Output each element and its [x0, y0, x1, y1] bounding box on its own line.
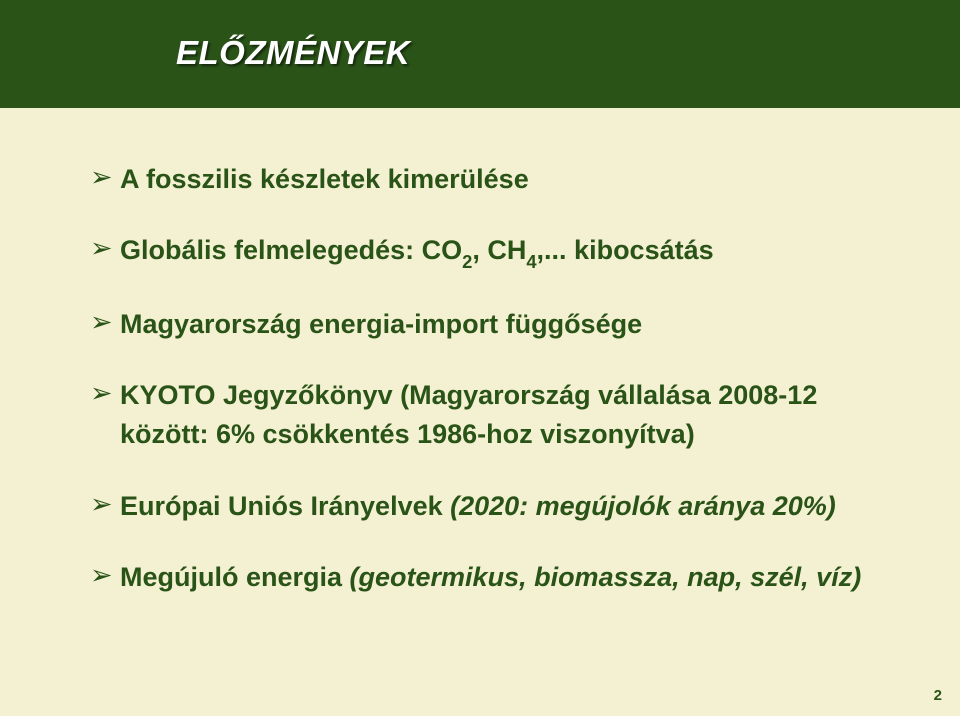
bullet-text: Globális felmelegedés: CO2, CH4,... kibo…	[120, 231, 890, 273]
bullet-text: KYOTO Jegyzőkönyv (Magyarország vállalás…	[120, 376, 890, 454]
bullet-arrow-icon: ➢	[90, 377, 120, 411]
bullet-arrow-icon: ➢	[90, 306, 120, 340]
bullet-item: ➢ A fosszilis készletek kimerülése	[90, 160, 890, 199]
text-fragment: , CH	[472, 235, 526, 265]
bullet-item: ➢ KYOTO Jegyzőkönyv (Magyarország vállal…	[90, 376, 890, 454]
page-number: 2	[934, 687, 942, 704]
bullet-text: A fosszilis készletek kimerülése	[120, 160, 890, 199]
bullet-item: ➢ Globális felmelegedés: CO2, CH4,... ki…	[90, 231, 890, 273]
header-bar	[0, 0, 960, 108]
bullet-text: Európai Uniós Irányelvek (2020: megújoló…	[120, 487, 890, 526]
bullet-item: ➢ Megújuló energia (geotermikus, biomass…	[90, 558, 890, 597]
text-fragment: ,... kibocsátás	[537, 235, 714, 265]
bullet-text: Magyarország energia-import függősége	[120, 305, 890, 344]
text-fragment: Európai Uniós Irányelvek	[120, 491, 450, 521]
bullet-arrow-icon: ➢	[90, 161, 120, 195]
subscript: 2	[462, 251, 472, 272]
bullet-item: ➢ Európai Uniós Irányelvek (2020: megújo…	[90, 487, 890, 526]
text-fragment: Globális felmelegedés: CO	[120, 235, 462, 265]
slide-title: ELŐZMÉNYEK	[176, 34, 410, 72]
subscript: 4	[526, 251, 536, 272]
text-italic: (geotermikus, biomassza, nap, szél, víz)	[350, 562, 862, 592]
bullet-arrow-icon: ➢	[90, 488, 120, 522]
text-line: KYOTO Jegyzőkönyv (Magyarország vállalás…	[120, 380, 817, 410]
bullet-arrow-icon: ➢	[90, 232, 120, 266]
bullet-text: Megújuló energia (geotermikus, biomassza…	[120, 558, 890, 597]
text-fragment: Megújuló energia	[120, 562, 350, 592]
text-line: között: 6% csökkentés 1986-hoz viszonyít…	[120, 419, 695, 449]
content-area: ➢ A fosszilis készletek kimerülése ➢ Glo…	[90, 160, 890, 629]
bullet-arrow-icon: ➢	[90, 559, 120, 593]
bullet-item: ➢ Magyarország energia-import függősége	[90, 305, 890, 344]
text-italic: (2020: megújolók aránya 20%)	[450, 491, 836, 521]
